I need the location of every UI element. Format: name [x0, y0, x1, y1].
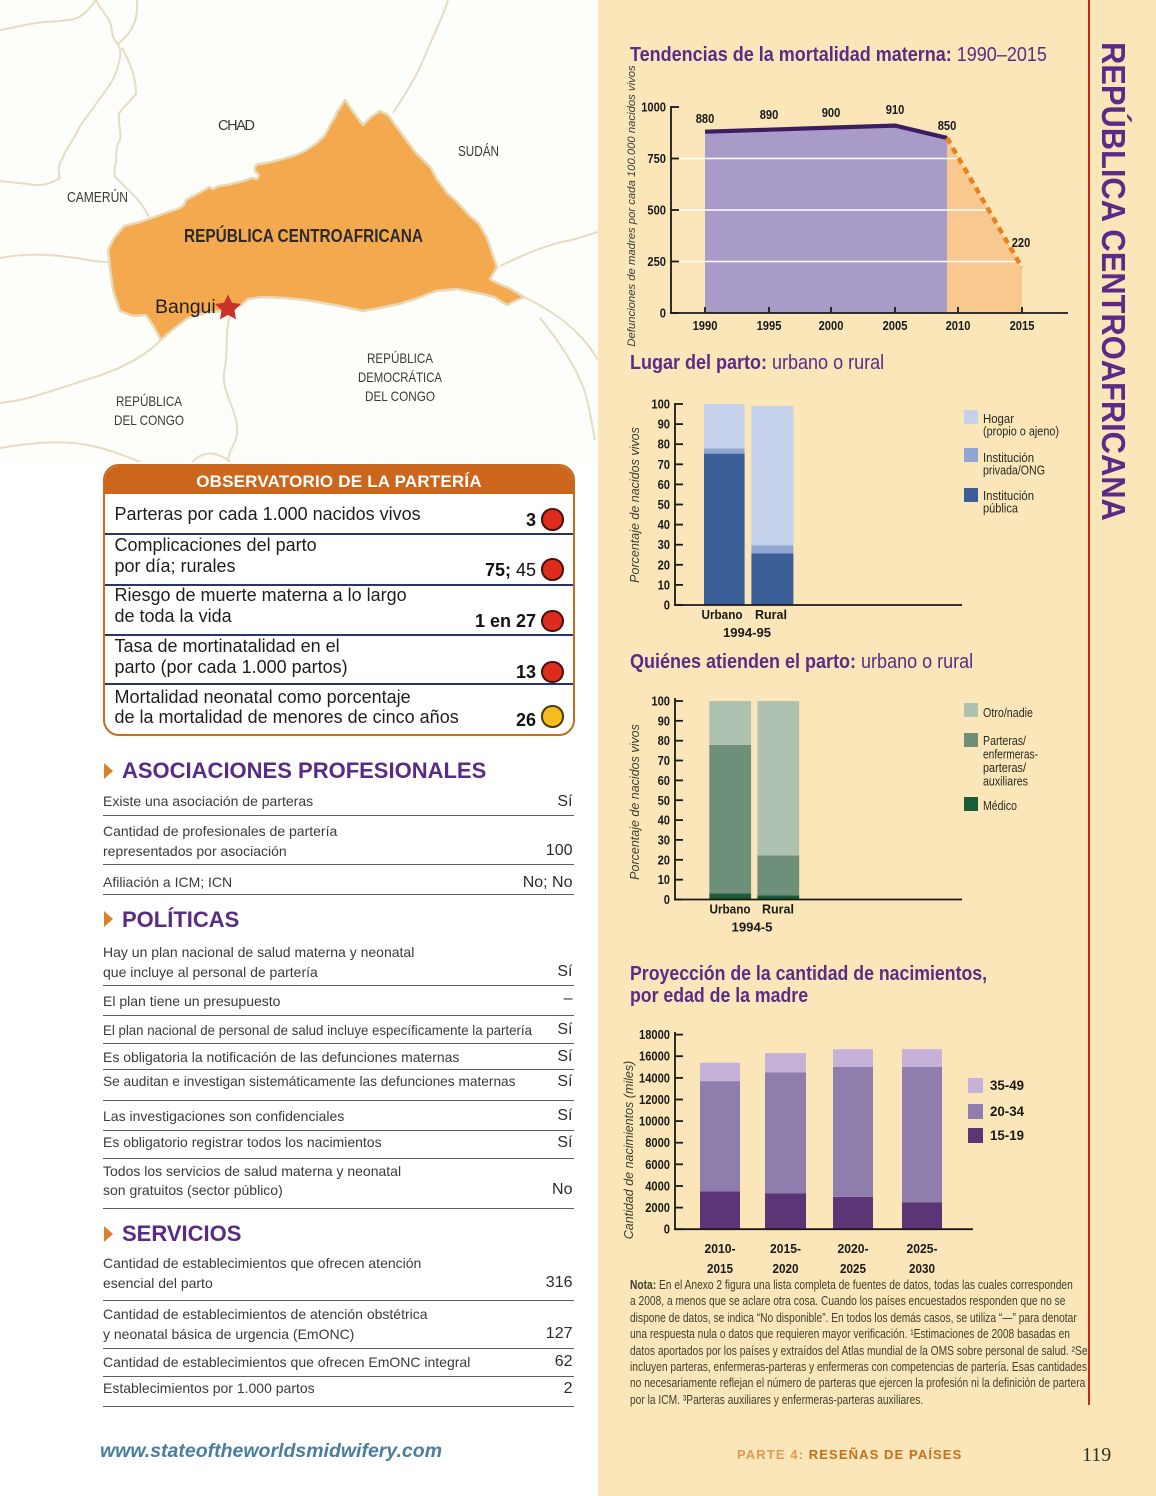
svg-text:900: 900 [822, 105, 841, 120]
svg-text:30: 30 [658, 537, 670, 552]
svg-text:privada/ONG: privada/ONG [983, 463, 1045, 478]
svg-text:20: 20 [658, 852, 670, 867]
svg-text:500: 500 [647, 203, 666, 218]
svg-text:2000: 2000 [645, 1200, 670, 1215]
svg-text:220: 220 [1012, 235, 1031, 250]
svg-text:890: 890 [760, 107, 779, 122]
svg-text:(propio o ajeno): (propio o ajeno) [983, 424, 1059, 439]
svg-text:12000: 12000 [639, 1092, 670, 1107]
svg-text:2010-: 2010- [705, 1241, 736, 1256]
svg-text:90: 90 [658, 713, 670, 728]
svg-text:REPÚBLICA CENTROAFRICANA: REPÚBLICA CENTROAFRICANA [184, 225, 423, 246]
svg-text:10: 10 [658, 577, 670, 592]
svg-text:90: 90 [658, 417, 670, 432]
svg-text:DEL CONGO: DEL CONGO [365, 388, 435, 404]
svg-text:910: 910 [886, 102, 905, 117]
svg-text:pública: pública [983, 501, 1019, 516]
svg-text:Rural: Rural [755, 607, 787, 622]
svg-text:50: 50 [658, 793, 670, 808]
svg-text:Hogar: Hogar [983, 411, 1015, 426]
svg-text:100: 100 [651, 397, 670, 412]
svg-text:10000: 10000 [639, 1114, 670, 1129]
svg-text:2005: 2005 [883, 318, 908, 333]
svg-text:Urbano: Urbano [710, 902, 751, 917]
svg-text:880: 880 [696, 111, 715, 126]
svg-text:1994-95: 1994-95 [723, 625, 771, 640]
svg-text:750: 750 [647, 151, 666, 166]
svg-text:2020: 2020 [773, 1261, 799, 1276]
svg-text:Otro/nadie: Otro/nadie [983, 705, 1033, 720]
svg-text:0: 0 [660, 306, 666, 321]
svg-text:Urbano: Urbano [702, 607, 743, 622]
svg-text:2015: 2015 [707, 1261, 733, 1276]
svg-text:80: 80 [658, 733, 670, 748]
svg-text:250: 250 [647, 254, 666, 269]
svg-text:auxiliares: auxiliares [983, 774, 1028, 789]
svg-text:80: 80 [658, 437, 670, 452]
svg-text:40: 40 [658, 813, 670, 828]
svg-text:1995: 1995 [757, 318, 782, 333]
svg-text:Institución: Institución [983, 488, 1034, 503]
svg-text:35-49: 35-49 [990, 1077, 1024, 1093]
svg-text:8000: 8000 [645, 1135, 670, 1150]
svg-text:2010: 2010 [946, 318, 971, 333]
svg-text:1000: 1000 [641, 100, 666, 115]
svg-text:20: 20 [658, 557, 670, 572]
svg-text:70: 70 [658, 753, 670, 768]
svg-text:Bangui: Bangui [155, 296, 216, 318]
svg-text:parteras/: parteras/ [983, 760, 1026, 775]
svg-text:0: 0 [664, 1222, 670, 1237]
svg-text:Médico: Médico [983, 798, 1017, 813]
svg-text:enfermeras-: enfermeras- [983, 747, 1038, 762]
svg-text:14000: 14000 [639, 1070, 670, 1085]
svg-text:1990: 1990 [693, 318, 718, 333]
svg-text:2025: 2025 [840, 1261, 866, 1276]
svg-text:850: 850 [938, 118, 957, 133]
svg-text:0: 0 [664, 598, 670, 613]
svg-text:50: 50 [658, 497, 670, 512]
svg-text:40: 40 [658, 517, 670, 532]
svg-text:60: 60 [658, 477, 670, 492]
svg-text:10: 10 [658, 872, 670, 887]
svg-text:Parteras/: Parteras/ [983, 733, 1026, 748]
svg-text:6000: 6000 [645, 1157, 670, 1172]
svg-text:15-19: 15-19 [990, 1127, 1024, 1143]
svg-text:2025-: 2025- [907, 1241, 938, 1256]
svg-text:2015: 2015 [1010, 318, 1035, 333]
svg-text:16000: 16000 [639, 1049, 670, 1064]
svg-text:100: 100 [651, 694, 670, 709]
svg-text:30: 30 [658, 832, 670, 847]
svg-text:1994-5: 1994-5 [732, 920, 773, 935]
svg-text:2000: 2000 [819, 318, 844, 333]
svg-text:20-34: 20-34 [990, 1103, 1024, 1119]
svg-text:2020-: 2020- [838, 1241, 869, 1256]
svg-text:2030: 2030 [909, 1261, 935, 1276]
svg-text:REPÚBLICA: REPÚBLICA [116, 393, 183, 409]
svg-text:0: 0 [664, 892, 670, 907]
svg-text:18000: 18000 [639, 1027, 670, 1042]
svg-text:60: 60 [658, 773, 670, 788]
svg-text:CHAD: CHAD [218, 118, 255, 134]
svg-text:70: 70 [658, 457, 670, 472]
svg-text:CAMERÚN: CAMERÚN [67, 189, 128, 206]
svg-text:Rural: Rural [762, 902, 794, 917]
svg-text:REPÚBLICA: REPÚBLICA [367, 350, 434, 366]
svg-text:SUDÁN: SUDÁN [458, 143, 499, 160]
svg-text:Institución: Institución [983, 450, 1034, 465]
svg-text:DEMOCRÁTICA: DEMOCRÁTICA [358, 369, 443, 385]
svg-text:4000: 4000 [645, 1178, 670, 1193]
svg-text:DEL CONGO: DEL CONGO [114, 412, 184, 428]
svg-text:2015-: 2015- [770, 1241, 801, 1256]
